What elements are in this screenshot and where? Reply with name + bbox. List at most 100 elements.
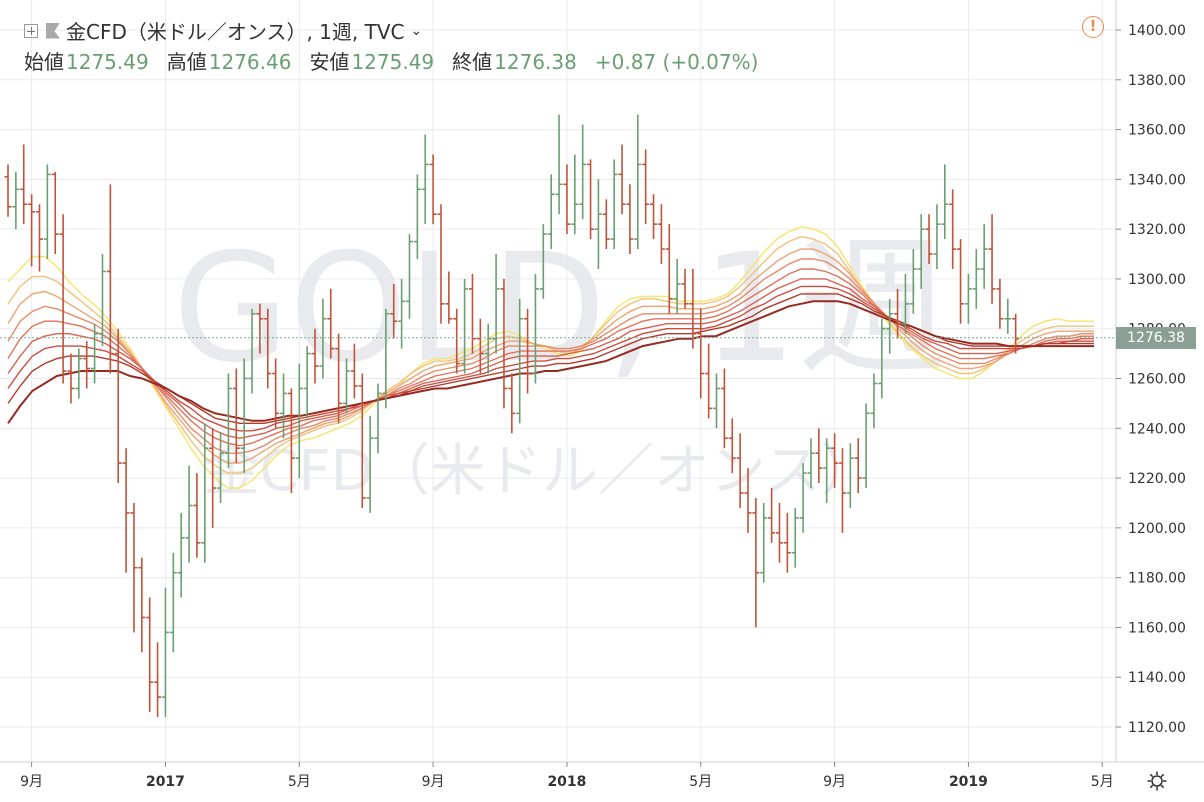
ohlc-bar (12, 171, 20, 230)
ohlc-bar (161, 587, 169, 718)
ohlc-bar (319, 298, 327, 379)
ohlc-bars (4, 114, 1020, 718)
ohlc-bar (335, 333, 343, 424)
symbol-row[interactable]: 金CFD（米ドル／オンス）, 1週, TVC ⌄ (24, 16, 422, 45)
ohlc-values-row: 始値 1275.49 高値 1276.46 安値 1275.49 終値 1276… (24, 46, 764, 75)
ohlc-bar (492, 254, 500, 354)
ohlc-bar (350, 343, 358, 399)
ohlc-bar (547, 174, 555, 250)
ema-line (7, 268, 1094, 447)
symbol-title[interactable]: 金CFD（米ドル／オンス）, 1週, TVC (66, 20, 405, 44)
ohlc-bar (642, 149, 650, 225)
price-tick-label: 1340.00 (1128, 172, 1186, 188)
time-tick-label: 9月 (20, 774, 43, 790)
chevron-down-icon[interactable]: ⌄ (410, 22, 423, 39)
ohlc-bar (303, 346, 311, 419)
ohlc-bar (988, 214, 996, 304)
ohlc-bar (75, 348, 83, 399)
ohlc-bar (295, 363, 303, 479)
gear-icon[interactable] (1147, 771, 1167, 791)
price-tick-label: 1260.00 (1128, 372, 1186, 388)
ohlc-bar (610, 159, 618, 250)
ohlc-bar (358, 373, 366, 508)
time-tick-label: 2017 (146, 774, 185, 790)
ohlc-bar (807, 438, 815, 489)
ohlc-bar (106, 184, 114, 374)
ohlc-bar (941, 164, 949, 240)
current-price-label: 1276.38 (1116, 326, 1196, 349)
ohlc-bar (563, 164, 571, 235)
ohlc-bar (815, 428, 823, 484)
ohlc-bar (177, 512, 185, 598)
ohlc-bar (272, 358, 280, 429)
ohlc-bar (728, 418, 736, 474)
ohlc-bar (98, 254, 106, 347)
close-label: 終値 (452, 50, 493, 74)
ohlc-bar (594, 179, 602, 269)
ohlc-bar (169, 552, 177, 653)
ohlc-bar (445, 271, 453, 324)
ohlc-bar (390, 283, 398, 339)
ohlc-bar (602, 199, 610, 250)
ohlc-bar (327, 288, 335, 359)
price-tick-label: 1240.00 (1128, 421, 1186, 437)
ohlc-bar (933, 204, 941, 269)
ohlc-bar (193, 473, 201, 558)
price-tick-label: 1180.00 (1128, 571, 1186, 587)
ohlc-bar (720, 368, 728, 449)
ohlc-bar (114, 328, 122, 484)
ohlc-bar (799, 463, 807, 533)
ohlc-bar (413, 174, 421, 260)
ohlc-bar (831, 433, 839, 489)
ohlc-bar (59, 214, 67, 384)
ohlc-bar (618, 144, 626, 215)
ohlc-bar (791, 507, 799, 568)
ohlc-bar (524, 308, 532, 394)
ohlc-bar (886, 298, 894, 354)
ohlc-bar (28, 194, 36, 267)
price-tick-label: 1320.00 (1128, 222, 1186, 238)
ohlc-bar (878, 318, 886, 399)
ohlc-bar (421, 134, 429, 225)
ohlc-bar (138, 557, 146, 653)
ohlc-bar (476, 318, 484, 374)
warning-icon[interactable]: ! (1082, 16, 1104, 38)
price-tick-label: 1120.00 (1128, 720, 1186, 736)
ohlc-bar (665, 224, 673, 314)
ohlc-bar (256, 303, 264, 354)
ohlc-bar (783, 512, 791, 573)
time-tick-label: 2019 (949, 774, 988, 790)
change-value: +0.87 (+0.07%) (594, 50, 759, 74)
collapse-icon[interactable] (24, 23, 38, 38)
low-label: 安値 (309, 50, 350, 74)
flag-icon[interactable] (46, 22, 60, 39)
ohlc-bar (429, 154, 437, 225)
ohlc-bar (862, 403, 870, 489)
ohlc-bar (51, 171, 59, 255)
ohlc-bar (4, 164, 12, 217)
time-tick-label: 2018 (547, 774, 586, 790)
ohlc-bar (634, 114, 642, 250)
ohlc-bar (453, 308, 461, 374)
ohlc-bar (736, 433, 744, 508)
ohlc-bar (130, 502, 138, 633)
ohlc-bar (91, 323, 99, 384)
time-axis: 9月 2017 5月 9月 2018 5月 9月 2019 5月 (20, 762, 1114, 790)
ohlc-bar (972, 249, 980, 309)
ohlc-bar (901, 273, 909, 334)
high-label: 高値 (166, 50, 207, 74)
price-tick-label: 1160.00 (1128, 620, 1186, 636)
high-value: 1276.46 (208, 50, 292, 74)
time-tick-label: 5月 (288, 774, 311, 790)
ohlc-bar (760, 502, 768, 583)
ohlc-bar (374, 383, 382, 454)
ohlc-bar (689, 268, 697, 349)
open-label: 始値 (24, 50, 64, 74)
price-tick-label: 1140.00 (1128, 670, 1186, 686)
ohlc-bar (83, 341, 91, 389)
ohlc-bar (1004, 298, 1012, 334)
ohlc-bar (657, 204, 665, 264)
ohlc-bar (870, 373, 878, 429)
